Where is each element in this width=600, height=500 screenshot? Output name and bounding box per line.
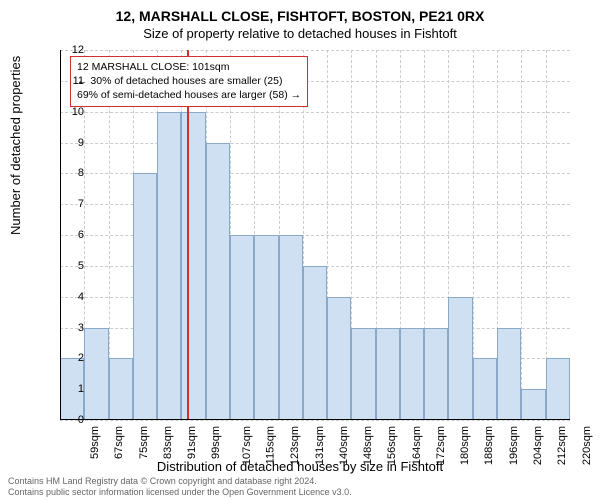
histogram-bar — [181, 112, 205, 420]
footer-attribution: Contains HM Land Registry data © Crown c… — [8, 476, 352, 498]
chart-title-address: 12, MARSHALL CLOSE, FISHTOFT, BOSTON, PE… — [0, 0, 600, 24]
histogram-bar — [84, 328, 108, 421]
y-axis-line — [60, 50, 61, 420]
x-tick-label: 83sqm — [162, 426, 174, 459]
histogram-bar — [230, 235, 254, 420]
x-tick-label: 67sqm — [113, 426, 125, 459]
x-tick-label: 91sqm — [186, 426, 198, 459]
gridline-h — [60, 50, 570, 51]
histogram-bar — [109, 358, 133, 420]
y-tick-label: 5 — [78, 260, 84, 272]
histogram-bar — [327, 297, 351, 420]
y-tick-label: 11 — [73, 75, 84, 87]
plot-area: 12 MARSHALL CLOSE: 101sqm← 30% of detach… — [60, 50, 570, 420]
histogram-bar — [133, 173, 157, 420]
histogram-bar — [400, 328, 424, 421]
gridline-h — [60, 420, 570, 421]
y-tick-label: 1 — [78, 383, 84, 395]
y-tick-label: 10 — [72, 106, 84, 118]
gridline-h — [60, 143, 570, 144]
histogram-bar — [303, 266, 327, 420]
footer-line-1: Contains HM Land Registry data © Crown c… — [8, 476, 352, 487]
histogram-bar — [206, 143, 230, 421]
histogram-bar — [497, 328, 521, 421]
histogram-bar — [546, 358, 570, 420]
footer-line-2: Contains public sector information licen… — [8, 487, 352, 498]
histogram-bar — [157, 112, 181, 420]
annotation-box: 12 MARSHALL CLOSE: 101sqm← 30% of detach… — [70, 56, 308, 107]
x-tick-label: 75sqm — [138, 426, 150, 459]
y-tick-label: 4 — [78, 291, 84, 303]
chart-subtitle: Size of property relative to detached ho… — [0, 24, 600, 45]
y-tick-label: 6 — [78, 229, 84, 241]
y-tick-label: 0 — [78, 414, 84, 426]
gridline-v — [521, 50, 522, 420]
histogram-bar — [448, 297, 472, 420]
histogram-bar — [424, 328, 448, 421]
histogram-bar — [254, 235, 278, 420]
annotation-line-2: ← 30% of detached houses are smaller (25… — [77, 74, 301, 88]
y-axis-label: Number of detached properties — [8, 56, 23, 235]
y-tick-label: 12 — [72, 44, 84, 56]
histogram-bar — [279, 235, 303, 420]
histogram-bar — [521, 389, 545, 420]
y-tick-label: 7 — [78, 198, 84, 210]
y-tick-label: 8 — [78, 167, 84, 179]
histogram-bar — [473, 358, 497, 420]
x-tick-label: 59sqm — [89, 426, 101, 459]
x-axis-line — [60, 419, 570, 420]
histogram-bar — [351, 328, 375, 421]
annotation-line-3: 69% of semi-detached houses are larger (… — [77, 88, 301, 102]
x-axis-label: Distribution of detached houses by size … — [0, 459, 600, 474]
x-tick-label: 99sqm — [210, 426, 222, 459]
gridline-h — [60, 112, 570, 113]
y-tick-label: 2 — [78, 352, 84, 364]
chart-container: { "titles": { "line1": "12, MARSHALL CLO… — [0, 0, 600, 500]
y-tick-label: 3 — [78, 322, 84, 334]
histogram-bar — [376, 328, 400, 421]
annotation-line-1: 12 MARSHALL CLOSE: 101sqm — [77, 60, 301, 74]
y-tick-label: 9 — [78, 137, 84, 149]
